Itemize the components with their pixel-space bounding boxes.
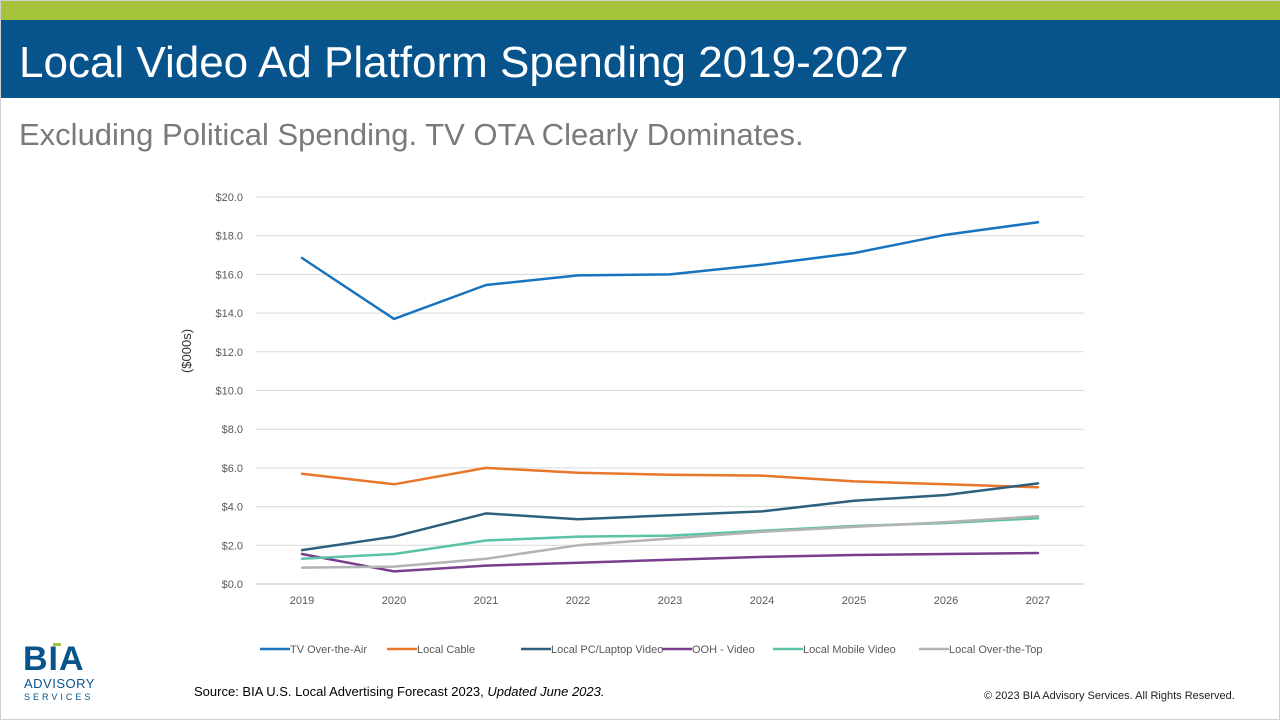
legend-label: Local Cable bbox=[417, 644, 475, 656]
y-tick-label: $2.0 bbox=[222, 540, 243, 552]
logo-wordmark: BIA bbox=[23, 641, 85, 677]
legend-label: OOH - Video bbox=[692, 644, 755, 656]
legend: TV Over-the-Air Local Cable Local PC/Lapto… bbox=[260, 644, 1043, 656]
series-line-1 bbox=[302, 468, 1038, 487]
y-tick-label: $6.0 bbox=[222, 463, 243, 475]
x-tick-label: 2024 bbox=[750, 595, 774, 607]
y-tick-label: $18.0 bbox=[215, 231, 243, 243]
x-tick-label: 2019 bbox=[290, 595, 314, 607]
legend-label: Local Mobile Video bbox=[803, 644, 896, 656]
x-tick-label: 2027 bbox=[1026, 595, 1050, 607]
y-axis-ticks: $0.0 $2.0 $4.0 $6.0 $8.0 $10.0 $12.0 $14.0 $16.0… bbox=[215, 192, 243, 591]
logo-line-advisory: ADVISORY bbox=[24, 677, 95, 691]
legend-label: Local Over-the-Top bbox=[949, 644, 1043, 656]
source-note: Source: BIA U.S. Local Advertising Forec… bbox=[194, 684, 605, 699]
legend-label: Local PC/Laptop Video bbox=[551, 644, 663, 656]
x-tick-label: 2022 bbox=[566, 595, 590, 607]
y-tick-label: $20.0 bbox=[215, 192, 243, 204]
y-tick-label: $4.0 bbox=[222, 502, 243, 514]
series-line-3 bbox=[302, 553, 1038, 571]
logo-line-services: SERVICES bbox=[24, 691, 93, 703]
y-axis-label: ($000s) bbox=[179, 329, 194, 373]
x-tick-label: 2021 bbox=[474, 595, 498, 607]
x-tick-label: 2026 bbox=[934, 595, 958, 607]
source-updated: Updated June 2023. bbox=[487, 684, 604, 699]
copyright-note: © 2023 BIA Advisory Services. All Rights… bbox=[984, 690, 1235, 702]
x-tick-label: 2023 bbox=[658, 595, 682, 607]
x-tick-label: 2020 bbox=[382, 595, 406, 607]
bia-logo: BIA ADVISORY SERVICES bbox=[23, 641, 101, 707]
y-tick-label: $10.0 bbox=[215, 386, 243, 398]
y-tick-label: $0.0 bbox=[222, 579, 243, 591]
source-text: Source: BIA U.S. Local Advertising Forec… bbox=[194, 684, 487, 699]
y-tick-label: $16.0 bbox=[215, 269, 243, 281]
x-tick-label: 2025 bbox=[842, 595, 866, 607]
y-tick-label: $14.0 bbox=[215, 308, 243, 320]
series-line-2 bbox=[302, 483, 1038, 550]
legend-label: TV Over-the-Air bbox=[290, 644, 367, 656]
x-axis-ticks: 2019 2020 2021 2022 2023 2024 2025 2026 2027 bbox=[290, 595, 1050, 607]
gridlines bbox=[256, 197, 1084, 584]
logo-accent-mark bbox=[53, 643, 61, 646]
series-line-0 bbox=[302, 222, 1038, 319]
y-tick-label: $8.0 bbox=[222, 424, 243, 436]
y-tick-label: $12.0 bbox=[215, 347, 243, 359]
